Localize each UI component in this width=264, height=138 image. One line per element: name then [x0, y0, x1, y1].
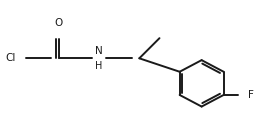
Text: Cl: Cl — [6, 53, 16, 63]
Text: H: H — [95, 61, 103, 71]
Text: F: F — [248, 90, 254, 100]
Text: N: N — [95, 46, 103, 56]
Text: O: O — [55, 18, 63, 28]
